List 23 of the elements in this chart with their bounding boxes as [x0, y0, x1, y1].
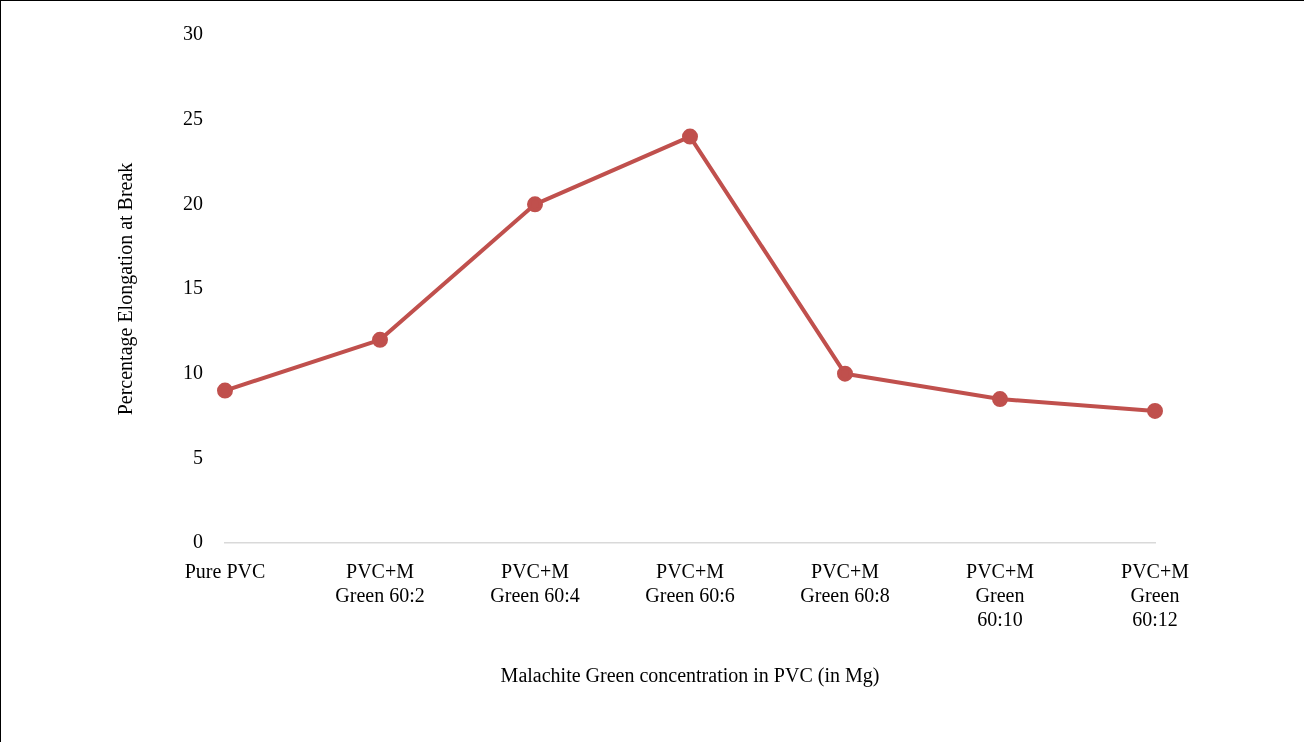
- y-tick-label: 20: [183, 191, 203, 214]
- y-tick-label: 25: [183, 106, 203, 129]
- y-tick-label: 5: [193, 445, 203, 468]
- x-axis-title: Malachite Green concentration in PVC (in Mg): [500, 664, 880, 688]
- y-tick-label: 10: [183, 360, 203, 383]
- y-tick-label: 15: [183, 276, 203, 299]
- point: [217, 382, 233, 399]
- x-tick-label: PVC+M Green 60:4: [490, 560, 580, 607]
- point: [372, 331, 388, 348]
- x-tick-label: Pure PVC: [184, 560, 266, 583]
- y-tick-label: 0: [193, 530, 203, 553]
- point: [1147, 402, 1163, 419]
- point: [682, 128, 698, 145]
- y-axis-title: Percentage Elongation at Break: [114, 162, 138, 416]
- point: [837, 365, 853, 382]
- point: [527, 196, 543, 213]
- x-tick-label: PVC+M Green 60:8: [800, 560, 890, 607]
- point: [992, 391, 1008, 408]
- x-tick-label: PVC+M Green 60:2: [335, 560, 425, 607]
- x-tick-label: PVC+M Green 60:10: [966, 560, 1035, 631]
- x-tick-label: PVC+M Green 60:12: [1121, 560, 1190, 631]
- y-tick-label: 30: [183, 22, 203, 45]
- x-tick-label: PVC+M Green 60:6: [645, 560, 735, 607]
